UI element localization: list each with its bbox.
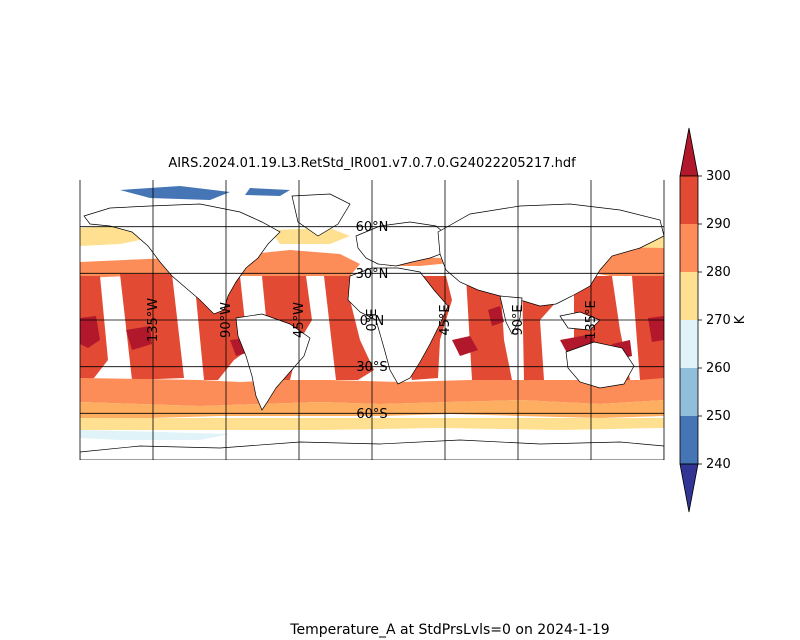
lon-label-90w: 90°W	[219, 302, 234, 338]
colorbar-bottom-arrow	[680, 464, 698, 512]
colorbar-segment-250-260	[680, 368, 698, 416]
figure-title: AIRS.2024.01.19.L3.RetStd_IR001.v7.0.7.0…	[168, 156, 576, 171]
colorbar-tick-280: 280	[706, 265, 731, 280]
colorbar-tick-250: 250	[706, 409, 731, 424]
colorbar-tick-290: 290	[706, 217, 731, 232]
lat-label-30n: 30°N	[356, 267, 389, 282]
lat-label-60s: 60°S	[356, 407, 387, 422]
colorbar-segment-290-300	[680, 176, 698, 224]
colorbar-unit-label: K	[733, 315, 748, 324]
lon-label-90e: 90°E	[511, 304, 526, 335]
colorbar-segment-280-290	[680, 224, 698, 272]
colorbar-tick-300: 300	[706, 169, 731, 184]
colorbar-segment-240-250	[680, 416, 698, 464]
colorbar-segment-260-270	[680, 320, 698, 368]
colorbar-top-arrow	[680, 128, 698, 176]
colorbar: 240 250 260 270 280 290 300 K	[680, 128, 748, 512]
colorbar-tick-240: 240	[706, 457, 731, 472]
lon-label-45e: 45°E	[438, 304, 453, 335]
lat-label-30s: 30°S	[356, 360, 387, 375]
lon-label-135e: 135°E	[584, 300, 599, 340]
lon-label-135w: 135°W	[146, 298, 161, 342]
colorbar-tick-270: 270	[706, 313, 731, 328]
lon-label-0e: 0°E	[365, 309, 380, 332]
lat-label-60n: 60°N	[356, 220, 389, 235]
figure-caption: Temperature_A at StdPrsLvls=0 on 2024-1-…	[289, 622, 609, 638]
map-area: 60°N 30°N 0°N 30°S 60°S 135°W 90°W 45°W …	[80, 180, 664, 460]
colorbar-segment-270-280	[680, 272, 698, 320]
colorbar-tick-260: 260	[706, 361, 731, 376]
colorbar-ticks	[698, 176, 702, 464]
lon-label-45w: 45°W	[292, 302, 307, 338]
